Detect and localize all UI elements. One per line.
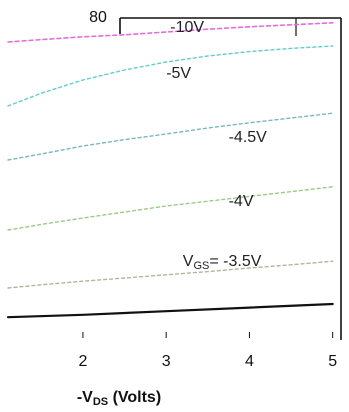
series-line-1 <box>7 21 334 43</box>
curve-labels: -10V -5V -4.5V -4V VGS= -3.5V <box>166 19 267 272</box>
x-axis-label: -VDS (Volts) <box>77 389 161 408</box>
curve-label-5: VGS= -3.5V <box>183 253 262 272</box>
series-line-2 <box>7 45 334 107</box>
series-line-5 <box>7 260 334 289</box>
curve-label-3: -4.5V <box>229 129 268 146</box>
x-tick-label-2: 2 <box>78 353 87 370</box>
curve-label-1: -10V <box>170 19 204 36</box>
curve-label-4: -4V <box>229 193 254 210</box>
y-axis-ticks: 80 <box>89 9 107 26</box>
y-tick-label-80: 80 <box>89 9 107 26</box>
series-line-6 <box>6 302 334 319</box>
x-tick-label-5: 5 <box>328 353 337 370</box>
curve-label-2: -5V <box>166 65 191 82</box>
x-axis-ticks: 2 3 4 5 <box>78 332 337 370</box>
series-layer <box>6 21 334 319</box>
series-line-4 <box>7 186 334 231</box>
plot-frame <box>119 17 342 340</box>
x-tick-label-4: 4 <box>245 353 254 370</box>
x-tick-label-3: 3 <box>162 353 171 370</box>
series-line-3 <box>7 112 334 161</box>
